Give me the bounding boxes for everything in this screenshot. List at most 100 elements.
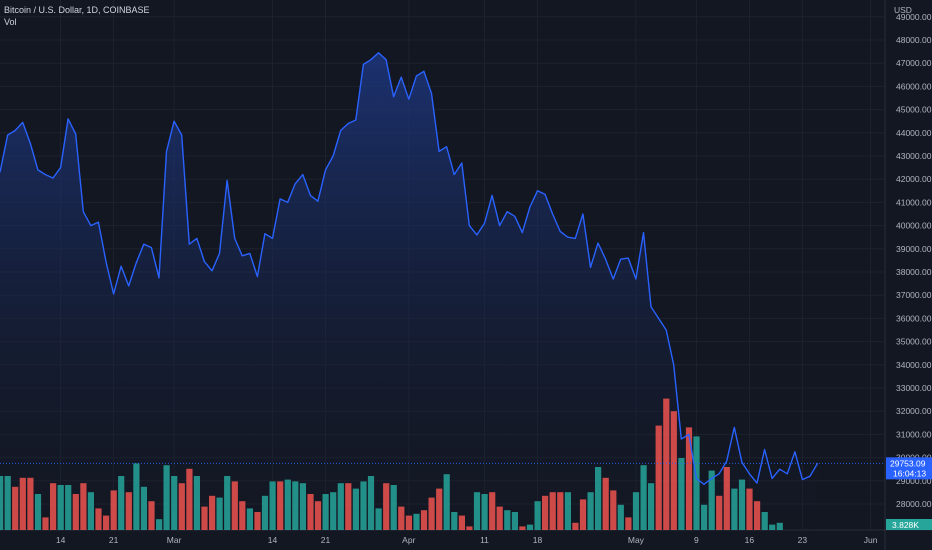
volume-bar	[610, 490, 617, 530]
volume-bar	[701, 504, 708, 530]
volume-bar	[19, 477, 26, 530]
volume-bar	[708, 470, 715, 530]
volume-bar	[209, 495, 216, 530]
volume-bar	[443, 474, 450, 530]
time-tick-label: Jun	[864, 535, 878, 545]
volume-bar	[754, 501, 761, 530]
volume-bar	[519, 526, 526, 530]
volume-bar	[746, 488, 753, 530]
volume-bar	[466, 526, 473, 530]
volume-bar	[473, 492, 481, 530]
volume-bar	[398, 506, 405, 530]
price-tick-label: 44000.00	[896, 128, 932, 138]
time-tick-label: May	[628, 535, 645, 545]
volume-bar	[277, 481, 284, 530]
time-tick-label: Apr	[402, 535, 415, 545]
volume-bar	[254, 512, 261, 530]
volume-bar	[27, 477, 34, 530]
volume-bar	[776, 522, 783, 530]
price-tick-label: 42000.00	[896, 174, 932, 184]
time-tick-label: 18	[533, 535, 543, 545]
price-area-fill	[0, 52, 818, 531]
volume-bar	[80, 483, 87, 530]
volume-bar	[557, 492, 564, 530]
volume-bar	[625, 517, 632, 530]
volume-bar	[436, 488, 443, 530]
volume-indicator-label[interactable]: Vol	[4, 17, 17, 27]
volume-bar	[405, 515, 412, 530]
volume-bar	[345, 483, 352, 530]
volume-tag	[886, 519, 932, 530]
price-tick-label: 33000.00	[896, 383, 932, 393]
time-tick-label: 14	[268, 535, 278, 545]
volume-bar	[231, 481, 238, 530]
volume-bar	[693, 436, 700, 530]
price-tick-label: 49000.00	[896, 12, 932, 22]
volume-bar	[269, 481, 276, 530]
volume-bar	[648, 483, 655, 530]
time-tick-label: 9	[694, 535, 699, 545]
price-tick-label: 40000.00	[896, 221, 932, 231]
volume-bar	[322, 494, 329, 530]
volume-bar	[330, 492, 337, 530]
symbol-title[interactable]: Bitcoin / U.S. Dollar, 1D, COINBASE	[4, 5, 150, 15]
volume-bar	[526, 524, 534, 530]
volume-bar	[292, 481, 299, 530]
volume-bar	[579, 499, 587, 530]
volume-bar	[420, 510, 428, 530]
volume-bar	[103, 515, 110, 530]
volume-bar	[148, 501, 155, 530]
volume-bar	[489, 492, 496, 530]
price-tick-label: 35000.00	[896, 337, 932, 347]
volume-bar	[216, 497, 223, 530]
volume-bar	[57, 485, 64, 530]
price-tick-label: 29000.00	[896, 476, 932, 486]
volume-bar	[678, 458, 685, 530]
price-tick-label: 31000.00	[896, 429, 932, 439]
volume-bar	[87, 492, 94, 530]
volume-bar	[655, 425, 662, 530]
price-tick-label: 46000.00	[896, 81, 932, 91]
volume-bars	[0, 398, 783, 530]
volume-bar	[458, 515, 465, 530]
volume-bar	[171, 476, 178, 530]
volume-bar	[428, 497, 435, 530]
volume-bar	[65, 485, 72, 530]
bar-countdown: 16:04:13	[893, 468, 926, 478]
volume-bar	[716, 495, 723, 530]
volume-bar	[163, 465, 170, 530]
time-tick-label: 11	[480, 535, 489, 545]
volume-bar	[12, 486, 19, 530]
volume-bar	[178, 483, 185, 530]
time-tick-label: 16	[745, 535, 755, 545]
volume-bar	[193, 476, 200, 530]
price-tick-label: 38000.00	[896, 267, 932, 277]
time-tick-label: 21	[321, 535, 331, 545]
volume-bar	[50, 483, 57, 530]
volume-bar	[118, 476, 125, 530]
last-price-tag	[886, 457, 932, 480]
volume-bar	[0, 476, 4, 530]
volume-bar	[602, 477, 609, 530]
volume-bar	[564, 492, 571, 530]
volume-bar	[307, 494, 314, 530]
price-line	[0, 52, 819, 485]
time-axis[interactable]: 14 21 Mar 14 21 Apr 11 18 May 9 16 23 Jun	[56, 535, 878, 545]
volume-bar	[731, 488, 738, 530]
volume-bar	[413, 513, 420, 530]
volume-bar	[367, 476, 375, 530]
volume-bar	[261, 495, 269, 530]
volume-bar	[632, 492, 640, 530]
volume-bar	[534, 501, 541, 530]
volume-bar	[95, 508, 102, 530]
volume-bar	[769, 524, 776, 530]
volume-bar	[186, 468, 193, 530]
volume-bar	[246, 508, 253, 530]
volume-bar	[511, 512, 518, 530]
volume-bar	[723, 467, 730, 530]
volume-bar	[685, 427, 693, 530]
price-axis[interactable]: 28000.0029000.0030000.0031000.0032000.00…	[896, 12, 932, 509]
volume-bar	[284, 479, 291, 530]
